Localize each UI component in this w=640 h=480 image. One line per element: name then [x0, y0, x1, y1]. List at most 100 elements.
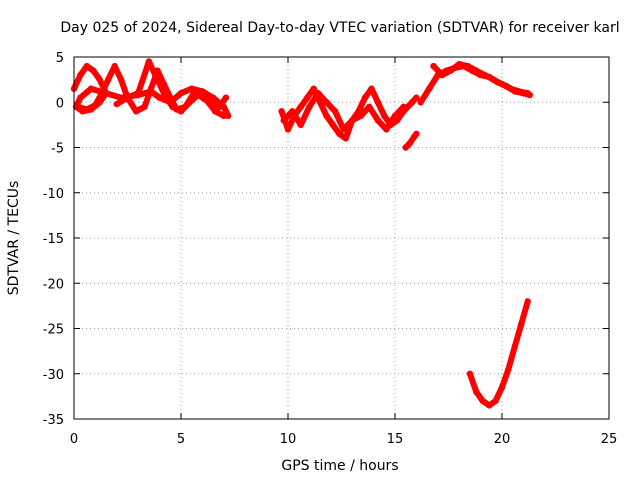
- data-point: [145, 58, 153, 65]
- data-point: [105, 76, 112, 83]
- data-point: [304, 94, 311, 101]
- data-point: [413, 130, 420, 138]
- data-point: [117, 76, 125, 83]
- data-point: [456, 60, 463, 68]
- data-point: [383, 126, 390, 133]
- data-point: [98, 90, 106, 97]
- data-point: [113, 100, 121, 108]
- data-point: [222, 94, 230, 101]
- y-tick-label: 0: [56, 96, 64, 111]
- data-point: [77, 94, 84, 101]
- data-point: [152, 71, 159, 79]
- data-point: [186, 99, 193, 106]
- data-point: [426, 85, 433, 92]
- data-point: [511, 343, 518, 350]
- data-point: [329, 121, 337, 129]
- data-point: [177, 90, 185, 97]
- data-point: [199, 88, 206, 95]
- data-point: [90, 67, 97, 74]
- data-point: [438, 71, 446, 79]
- data-point: [498, 80, 506, 88]
- data-point: [96, 76, 103, 83]
- data-point: [524, 90, 531, 97]
- data-point: [92, 101, 99, 109]
- data-point: [473, 67, 480, 74]
- x-axis-label: GPS time / hours: [281, 458, 398, 474]
- data-point: [381, 112, 388, 120]
- data-point: [479, 397, 486, 405]
- data-point: [366, 103, 373, 111]
- chart-title: Day 025 of 2024, Sidereal Day-to-day VTE…: [60, 20, 619, 36]
- data-point: [402, 144, 409, 151]
- data-point: [306, 103, 313, 111]
- data-point: [220, 112, 227, 120]
- data-point: [336, 130, 343, 138]
- data-point: [391, 112, 399, 120]
- x-tick-label: 5: [177, 432, 185, 447]
- data-point: [323, 99, 330, 106]
- data-point: [289, 108, 296, 115]
- data-point: [490, 76, 497, 83]
- data-point: [515, 88, 523, 95]
- data-point: [141, 103, 148, 111]
- data-point: [374, 117, 382, 124]
- data-point: [147, 85, 155, 92]
- data-point: [160, 90, 168, 97]
- data-point: [349, 117, 356, 124]
- y-tick-label: -5: [51, 142, 64, 157]
- data-point: [417, 99, 424, 106]
- data-point: [83, 106, 91, 113]
- x-tick-label: 20: [494, 432, 511, 447]
- data-point: [464, 62, 471, 70]
- data-point: [400, 103, 407, 111]
- y-tick-label: 5: [56, 51, 64, 66]
- data-point: [473, 388, 480, 396]
- gridlines: [74, 57, 609, 419]
- data-point: [111, 62, 118, 70]
- data-point: [278, 108, 285, 115]
- data-point: [297, 121, 304, 129]
- y-axis-label: SDTVAR / TECUs: [6, 181, 22, 296]
- data-point: [331, 108, 339, 115]
- data-point: [342, 135, 349, 142]
- data-point: [124, 94, 131, 101]
- data-point: [498, 384, 506, 391]
- data-point: [212, 108, 219, 115]
- data-point: [280, 117, 287, 124]
- y-tick-label: -25: [43, 323, 64, 338]
- data-point: [408, 99, 416, 106]
- data-point: [297, 103, 304, 111]
- data-point: [323, 112, 330, 120]
- data-point: [203, 97, 210, 104]
- data-point: [83, 62, 91, 70]
- plot-frame: [73, 56, 610, 420]
- data-point: [430, 62, 437, 70]
- data-trace: [466, 298, 531, 409]
- data-traces: [70, 58, 533, 409]
- x-tick-label: 10: [280, 432, 297, 447]
- x-tick-label: 15: [387, 432, 404, 447]
- data-point: [492, 397, 499, 405]
- x-tick-label: 0: [70, 432, 78, 447]
- x-tick-label: 25: [601, 432, 618, 447]
- y-tick-label: -30: [43, 368, 64, 383]
- data-point: [87, 85, 95, 92]
- data-point: [505, 366, 512, 373]
- data-point: [413, 94, 420, 101]
- y-tick-label: -35: [43, 413, 64, 428]
- y-tick-labels: 5 0 -5 -10 -15 -20 -25 -30 -35: [43, 51, 64, 428]
- data-point: [169, 103, 176, 111]
- data-point: [75, 103, 82, 111]
- data-point: [374, 99, 382, 106]
- data-point: [177, 108, 185, 115]
- data-point: [156, 94, 163, 101]
- data-point: [518, 320, 525, 328]
- data-point: [194, 91, 202, 99]
- y-tick-label: -20: [43, 277, 64, 292]
- data-point: [368, 85, 375, 92]
- y-tick-label: -15: [43, 232, 64, 247]
- data-point: [361, 94, 369, 101]
- data-point: [340, 126, 347, 133]
- data-point: [284, 126, 292, 133]
